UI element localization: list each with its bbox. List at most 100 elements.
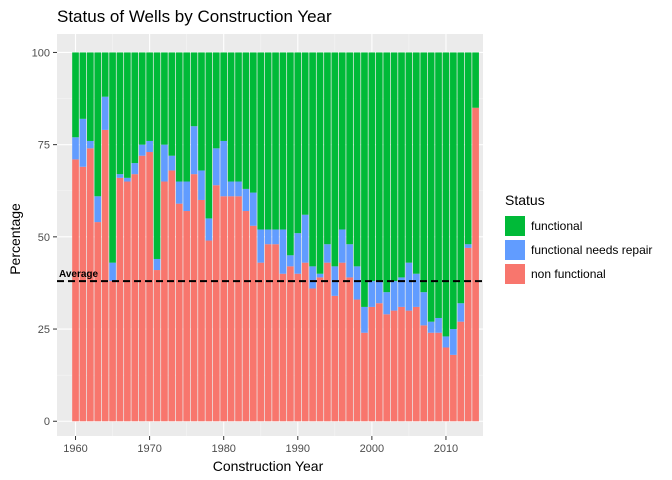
bar-functional-2002 [383,52,391,293]
bar-non-functional-1997 [346,277,353,422]
bar-functional-1991 [301,52,309,215]
bar-functional-1980 [220,52,228,141]
x-tick-label: 1970 [137,443,161,455]
bar-functional-2011 [450,52,457,330]
bar-functional-needs-repair-1991 [301,214,309,263]
bar-functional-1975 [183,52,190,182]
bar-non-functional-2014 [472,107,479,422]
bar-non-functional-2000 [368,306,376,422]
bar-non-functional-1969 [138,155,146,422]
bar-functional-needs-repair-1989 [287,255,294,267]
legend-label-functional: functional [531,219,583,233]
bar-functional-2009 [435,52,442,318]
legend-item-non-functional: non functional [505,262,652,286]
bar-non-functional-1980 [220,196,228,422]
bar-functional-needs-repair-1976 [190,126,198,175]
bar-functional-1969 [138,52,146,145]
y-tick-label: 50 [38,232,50,244]
bar-functional-needs-repair-1971 [153,258,161,271]
bar-functional-1982 [235,52,242,182]
y-tick-label: 25 [38,324,50,336]
bar-functional-2014 [472,52,479,108]
bar-non-functional-1964 [101,129,109,422]
bar-non-functional-1968 [131,174,139,422]
bar-non-functional-1973 [168,170,176,422]
bar-non-functional-1960 [72,159,79,422]
bar-non-functional-1977 [198,199,205,422]
bar-functional-needs-repair-1975 [183,181,190,212]
bar-functional-2007 [420,52,428,293]
bar-functional-needs-repair-2000 [368,281,376,307]
bar-functional-1973 [168,52,176,156]
legend-label-non-functional: non functional [531,267,606,281]
bar-non-functional-2012 [457,321,465,422]
y-tick-label: 75 [38,140,50,152]
bar-non-functional-1990 [294,273,302,422]
bar-non-functional-1999 [361,332,368,422]
bar-functional-needs-repair-1997 [346,244,353,278]
bar-functional-1987 [272,52,279,230]
bar-functional-needs-repair-1980 [220,140,228,197]
bar-functional-1993 [316,52,324,274]
bar-non-functional-1979 [212,185,220,422]
bar-functional-needs-repair-1993 [316,273,324,278]
bar-functional-needs-repair-1981 [227,181,235,197]
bar-non-functional-1992 [309,288,316,422]
bar-non-functional-1981 [227,196,235,422]
legend-key-non-functional [505,264,525,284]
bar-non-functional-1986 [264,244,272,422]
legend-key-functional [505,216,525,236]
legend-item-functional: functional [505,214,652,238]
bar-functional-needs-repair-1974 [175,181,183,204]
bar-functional-1995 [331,52,339,267]
bar-non-functional-2013 [464,247,472,422]
bar-functional-needs-repair-1961 [79,118,87,167]
bar-non-functional-2004 [398,306,405,422]
bar-functional-needs-repair-2013 [464,244,472,248]
bar-non-functional-2001 [375,303,383,422]
bar-functional-needs-repair-1967 [124,177,131,182]
bar-non-functional-1974 [175,203,183,422]
bar-non-functional-1982 [235,196,242,422]
bar-non-functional-2010 [442,347,450,422]
bar-non-functional-2009 [435,332,442,422]
bar-functional-1968 [131,52,139,164]
bar-functional-1981 [227,52,235,182]
bar-functional-needs-repair-1965 [109,262,116,282]
bar-functional-1962 [87,52,94,141]
bar-functional-2000 [368,52,376,282]
bar-functional-needs-repair-1979 [212,148,220,186]
bar-functional-needs-repair-1988 [279,229,287,274]
bar-functional-1964 [101,52,109,97]
legend-label-functional-needs-repair: functional needs repair [531,243,653,257]
bar-functional-needs-repair-2002 [383,292,391,315]
legend-item-functional-needs-repair: functional needs repair [505,238,652,262]
bar-functional-needs-repair-2007 [420,292,428,326]
bar-non-functional-1965 [109,281,116,422]
bar-functional-needs-repair-1999 [361,306,368,333]
bar-functional-1967 [124,52,131,178]
x-tick-label: 1990 [286,443,310,455]
bar-functional-needs-repair-2010 [442,336,450,348]
bar-functional-1979 [212,52,220,149]
bar-non-functional-1971 [153,270,161,422]
bar-functional-needs-repair-2008 [427,321,435,333]
bar-functional-1974 [175,52,183,182]
bar-functional-needs-repair-1973 [168,155,176,171]
bar-functional-2008 [427,52,435,322]
bar-non-functional-1970 [146,152,153,422]
bar-functional-1994 [324,52,331,245]
bar-functional-1985 [257,52,265,230]
x-tick-label: 2000 [360,443,384,455]
bar-non-functional-1978 [205,240,213,422]
bar-non-functional-1996 [338,262,346,422]
y-tick-label: 0 [44,416,50,428]
bar-functional-2010 [442,52,450,337]
bar-functional-needs-repair-2009 [435,317,442,333]
bar-non-functional-2002 [383,314,391,422]
chart-title: Status of Wells by Construction Year [57,7,332,26]
bar-functional-needs-repair-1964 [101,96,109,130]
bar-functional-1992 [309,52,316,267]
bar-non-functional-1995 [331,295,339,422]
